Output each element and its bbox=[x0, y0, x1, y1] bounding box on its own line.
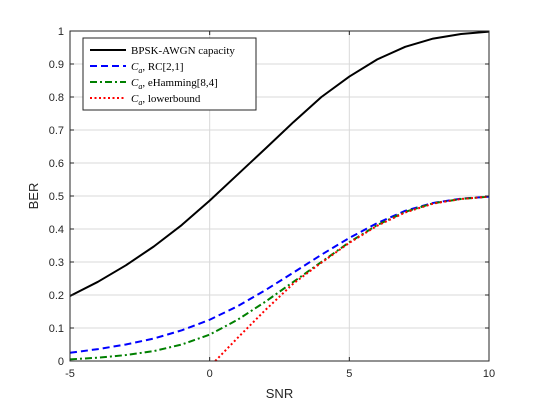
y-axis-label: BER bbox=[26, 183, 41, 210]
x-tick-label: 10 bbox=[483, 368, 495, 380]
x-axis-label: SNR bbox=[266, 386, 293, 401]
y-tick-label: 0 bbox=[58, 356, 64, 368]
y-tick-label: 0.6 bbox=[49, 158, 64, 170]
y-tick-label: 0.7 bbox=[49, 125, 64, 137]
legend-entry: Ca, eHamming[8,4] bbox=[131, 77, 218, 91]
y-tick-label: 0.9 bbox=[49, 59, 64, 71]
legend: BPSK-AWGN capacity Ca, RC[2,1] Ca, eHammin… bbox=[82, 37, 257, 111]
y-tick-label: 0.8 bbox=[49, 92, 64, 104]
legend-entry: Ca, lowerbound bbox=[131, 93, 201, 107]
series-line-3 bbox=[69, 195, 490, 361]
y-tick-label: 0.1 bbox=[49, 323, 64, 335]
y-tick-label: 0.5 bbox=[49, 191, 64, 203]
legend-entry: BPSK-AWGN capacity bbox=[131, 45, 235, 57]
x-tick-label: 0 bbox=[207, 368, 213, 380]
y-tick-label: 1 bbox=[58, 26, 64, 38]
x-tick-label: 5 bbox=[346, 368, 352, 380]
series-line-2 bbox=[69, 195, 490, 354]
data-series bbox=[69, 30, 490, 362]
y-tick-label: 0.3 bbox=[49, 257, 64, 269]
series-line-1 bbox=[69, 30, 490, 297]
legend-entry: Ca, RC[2,1] bbox=[131, 61, 184, 75]
y-tick-label: 0.2 bbox=[49, 290, 64, 302]
x-tick-label: -5 bbox=[65, 368, 75, 380]
series-line-4 bbox=[214, 195, 490, 362]
y-tick-label: 0.4 bbox=[49, 224, 64, 236]
